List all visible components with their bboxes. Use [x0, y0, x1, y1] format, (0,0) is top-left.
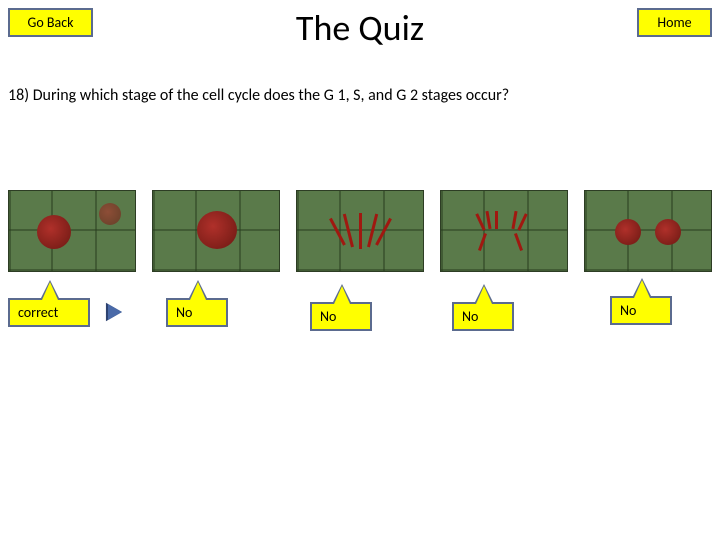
answer-no-1-label: No [176, 304, 192, 321]
answer-no-4[interactable]: No [610, 296, 672, 325]
answer-correct-label: correct [18, 304, 58, 321]
answer-no-4-label: No [620, 302, 636, 319]
answer-no-2[interactable]: No [310, 302, 372, 331]
answer-no-3[interactable]: No [452, 302, 514, 331]
answer-no-3-label: No [462, 308, 478, 325]
answer-no-1[interactable]: No [166, 298, 228, 327]
images-row [8, 190, 712, 272]
play-icon[interactable] [108, 304, 122, 320]
cell-image-4[interactable] [440, 190, 568, 272]
cell-image-3[interactable] [296, 190, 424, 272]
cell-image-1[interactable] [8, 190, 136, 272]
answer-no-2-label: No [320, 308, 336, 325]
cell-image-2[interactable] [152, 190, 280, 272]
cell-image-5[interactable] [584, 190, 712, 272]
question-text: 18) During which stage of the cell cycle… [8, 86, 509, 105]
home-button[interactable]: Home [637, 8, 712, 37]
answer-correct[interactable]: correct [8, 298, 90, 327]
page-title: The Quiz [0, 6, 720, 50]
